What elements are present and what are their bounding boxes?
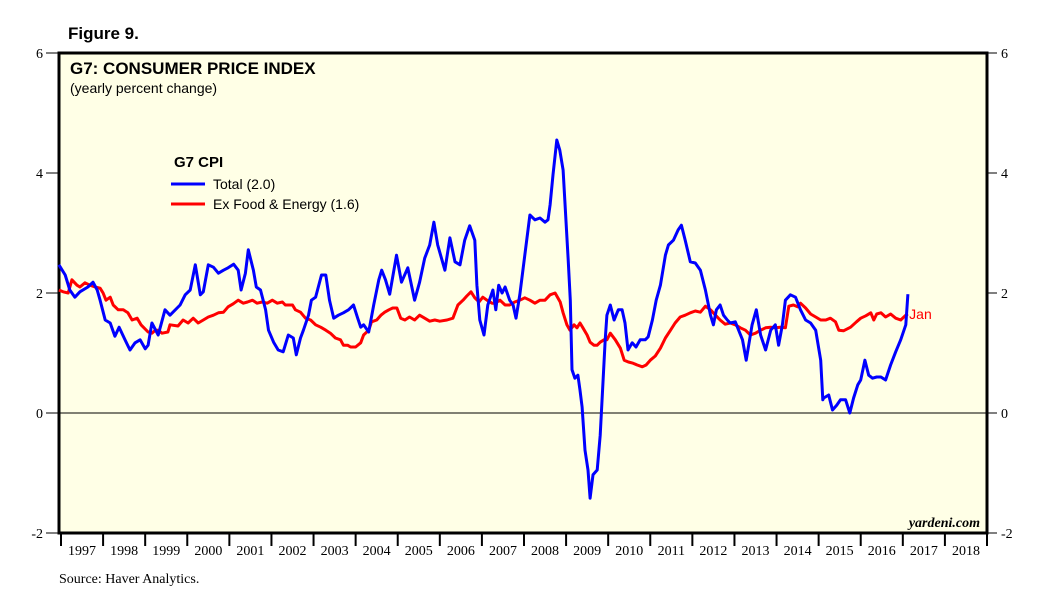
x-tick-label: 2010 [615,544,643,559]
y-tick-label-left: 6 [36,47,43,62]
x-tick-label: 2013 [742,544,770,559]
y-tick-label-right: 0 [1001,407,1008,422]
y-tick-label-left: 2 [36,287,43,302]
x-tick-label: 2008 [531,544,559,559]
x-tick-label: 2001 [236,544,264,559]
chart-title: G7: CONSUMER PRICE INDEX [70,59,316,78]
y-axis-left: -2 0 2 4 6 [31,47,59,542]
series-group [57,138,910,500]
x-axis: 1997 1998 1999 2000 2001 2002 2003 2004 2005 2006… [60,533,988,559]
x-tick-label: 2004 [363,544,391,559]
x-tick-label: 2016 [868,544,896,559]
x-tick-label: 2018 [952,544,980,559]
x-tick-label: 2000 [194,544,222,559]
series-line-total [57,138,910,500]
y-tick-label-right: 6 [1001,47,1008,62]
y-tick-label-left: -2 [31,527,43,542]
x-tick-label: 2009 [573,544,601,559]
x-tick-label: 1999 [152,544,180,559]
x-tick-label: 2015 [826,544,854,559]
x-tick-label: 2012 [699,544,727,559]
y-tick-label-right: 2 [1001,287,1008,302]
legend-label-core: Ex Food & Energy (1.6) [213,196,359,212]
source-note: Source: Haver Analytics. [59,572,200,587]
x-tick-label: 2014 [784,544,812,559]
x-tick-label: 2017 [910,544,938,559]
x-tick-label: 1998 [110,544,138,559]
y-tick-label-right: -2 [1001,527,1013,542]
x-tick-label: 2002 [279,544,307,559]
watermark: yardeni.com [907,516,980,531]
legend-label-total: Total (2.0) [213,176,275,192]
series-line-ex-food-energy [58,278,909,369]
y-tick-label-left: 4 [36,167,43,182]
figure-label: Figure 9. [68,24,139,43]
x-tick-label: 2005 [405,544,433,559]
jan-annotation: Jan [909,306,932,322]
x-tick-label: 2003 [321,544,349,559]
y-tick-label-right: 4 [1001,167,1008,182]
x-tick-label: 2006 [447,544,475,559]
y-tick-label-left: 0 [36,407,43,422]
x-tick-label: 2007 [489,544,517,559]
y-axis-right: -2 0 2 4 6 [987,47,1013,542]
chart-subtitle: (yearly percent change) [70,80,217,96]
x-tick-label: 2011 [658,544,685,559]
x-tick-label: 1997 [68,544,96,559]
plot-background [57,51,989,535]
legend-title: G7 CPI [174,154,223,171]
